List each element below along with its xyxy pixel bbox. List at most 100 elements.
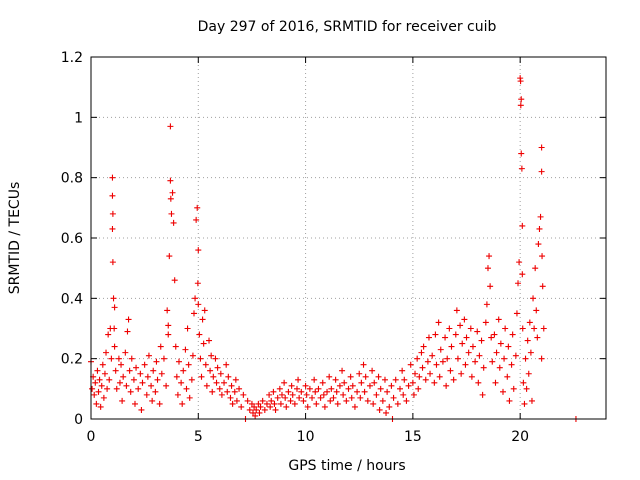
data-point [465, 349, 472, 356]
y-tick-label: 0.2 [61, 352, 83, 368]
data-point [518, 150, 525, 157]
data-point [240, 391, 247, 398]
data-point [513, 310, 520, 317]
data-point [200, 340, 207, 347]
data-point [478, 337, 485, 344]
data-point [285, 388, 292, 395]
data-point [93, 400, 100, 407]
data-point [91, 391, 98, 398]
data-point [410, 391, 417, 398]
data-point [443, 382, 450, 389]
data-point [207, 367, 214, 374]
data-point [516, 259, 523, 266]
data-point [419, 364, 426, 371]
data-point [405, 382, 412, 389]
data-point [144, 373, 151, 380]
data-point [166, 253, 173, 260]
data-point [522, 355, 529, 362]
data-point [538, 168, 545, 175]
data-point [111, 325, 118, 332]
data-point [373, 391, 380, 398]
data-point [182, 346, 189, 353]
data-point [496, 364, 503, 371]
data-point [479, 391, 486, 398]
data-point [401, 376, 408, 383]
data-point [415, 385, 422, 392]
data-point [536, 225, 543, 232]
y-tick-label: 1 [74, 110, 83, 126]
data-point [407, 361, 414, 368]
data-point [179, 400, 186, 407]
data-point [154, 376, 161, 383]
data-point [532, 265, 539, 272]
data-point [150, 367, 157, 374]
data-point [115, 355, 122, 362]
data-point [109, 174, 116, 181]
data-point [533, 307, 540, 314]
data-point [167, 177, 174, 184]
data-point [160, 355, 167, 362]
data-point [303, 391, 310, 398]
data-point [196, 331, 203, 338]
data-point [232, 376, 239, 383]
data-point [520, 379, 527, 386]
data-point [124, 328, 131, 335]
data-point [189, 352, 196, 359]
data-point [193, 216, 200, 223]
data-point [277, 400, 284, 407]
data-point [99, 361, 106, 368]
data-point [256, 409, 263, 416]
data-point [416, 373, 423, 380]
data-point [173, 373, 180, 380]
data-point [384, 388, 391, 395]
x-tick-label: 0 [87, 429, 96, 445]
data-point [512, 352, 519, 359]
data-point [201, 307, 208, 314]
data-point [370, 400, 377, 407]
y-tick-label: 0 [74, 412, 83, 428]
data-point [148, 382, 155, 389]
x-tick-label: 15 [404, 429, 422, 445]
data-point [158, 370, 165, 377]
y-tick-label: 0.8 [61, 171, 83, 187]
data-point [274, 394, 281, 401]
data-point [377, 385, 384, 392]
data-point [185, 361, 192, 368]
data-point [209, 388, 216, 395]
data-point [195, 247, 202, 254]
data-point [356, 370, 363, 377]
data-point [126, 367, 133, 374]
data-point [109, 259, 116, 266]
x-tick-label: 20 [511, 429, 529, 445]
data-point [527, 349, 534, 356]
data-point [252, 412, 259, 419]
data-point [376, 406, 383, 413]
data-point [340, 391, 347, 398]
data-point [487, 283, 494, 290]
x-tick-label: 10 [297, 429, 315, 445]
data-point [508, 361, 515, 368]
data-point [183, 385, 190, 392]
data-point [223, 361, 230, 368]
data-point [390, 394, 397, 401]
data-point [454, 355, 461, 362]
data-point [409, 379, 416, 386]
data-point [208, 352, 215, 359]
data-point [453, 307, 460, 314]
data-point [383, 409, 390, 416]
data-point [105, 331, 112, 338]
data-point [418, 349, 425, 356]
data-point [113, 385, 120, 392]
data-point [500, 388, 506, 395]
data-point [218, 391, 225, 398]
data-point [217, 370, 224, 377]
data-point [495, 316, 502, 323]
data-point [197, 355, 204, 362]
data-point [188, 376, 195, 383]
data-point [141, 361, 148, 368]
data-point [231, 388, 238, 395]
data-point [227, 394, 234, 401]
data-point [354, 388, 361, 395]
data-point [461, 316, 468, 323]
data-point [392, 376, 399, 383]
